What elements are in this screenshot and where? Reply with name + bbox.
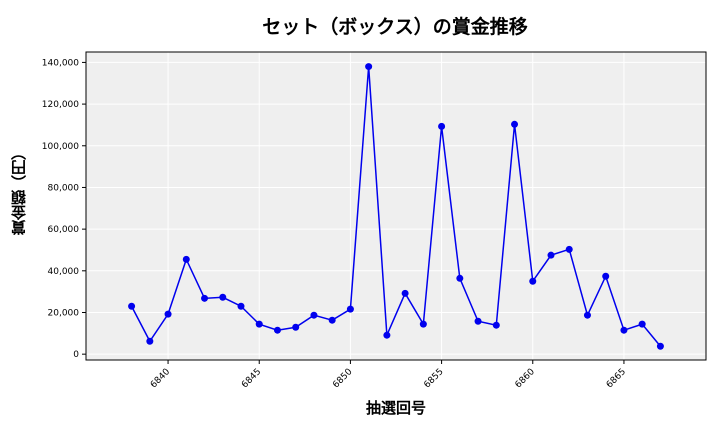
y-tick-label: 100,000: [42, 142, 79, 152]
plot-frame: [85, 51, 707, 361]
data-point: [547, 251, 555, 259]
y-tick-label: 0: [73, 350, 79, 360]
data-point: [310, 311, 318, 319]
data-point: [456, 274, 464, 282]
data-point: [438, 122, 446, 130]
data-point: [164, 310, 172, 318]
x-tick-label: 6865: [605, 367, 628, 390]
y-tick-label: 40,000: [48, 267, 80, 277]
data-point: [255, 320, 263, 328]
data-point: [602, 272, 610, 280]
data-point: [529, 277, 537, 285]
data-point: [419, 320, 427, 328]
data-point: [128, 302, 136, 310]
y-tick-label: 120,000: [42, 100, 79, 110]
data-point: [273, 326, 281, 334]
data-point: [292, 323, 300, 331]
y-tick-label: 80,000: [48, 183, 80, 193]
data-point: [201, 294, 209, 302]
plot-area: [86, 52, 706, 360]
data-point: [219, 293, 227, 301]
x-tick-label: 6845: [240, 367, 263, 390]
data-point: [511, 120, 519, 128]
data-point: [656, 342, 664, 350]
data-point: [474, 317, 482, 325]
data-point: [565, 245, 573, 253]
y-tick-label: 140,000: [42, 58, 79, 68]
data-point: [365, 63, 373, 71]
data-point: [401, 289, 409, 297]
y-tick-label: 60,000: [48, 225, 80, 235]
data-point: [146, 337, 154, 345]
data-point: [237, 302, 245, 310]
x-axis-label: 抽選回号: [365, 399, 426, 417]
x-tick-label: 6860: [514, 367, 537, 390]
data-point: [583, 311, 591, 319]
x-tick-label: 6855: [422, 367, 445, 390]
y-tick-label: 20,000: [48, 308, 80, 318]
data-point: [638, 320, 646, 328]
data-point: [492, 321, 500, 329]
data-point: [328, 316, 336, 324]
chart-title: セット（ボックス）の賞金推移: [262, 16, 528, 38]
x-tick-label: 6840: [149, 367, 172, 390]
data-point: [346, 305, 354, 313]
data-point: [620, 326, 628, 334]
data-point: [383, 331, 391, 339]
x-tick-label: 6850: [331, 367, 354, 390]
data-point: [182, 255, 190, 263]
